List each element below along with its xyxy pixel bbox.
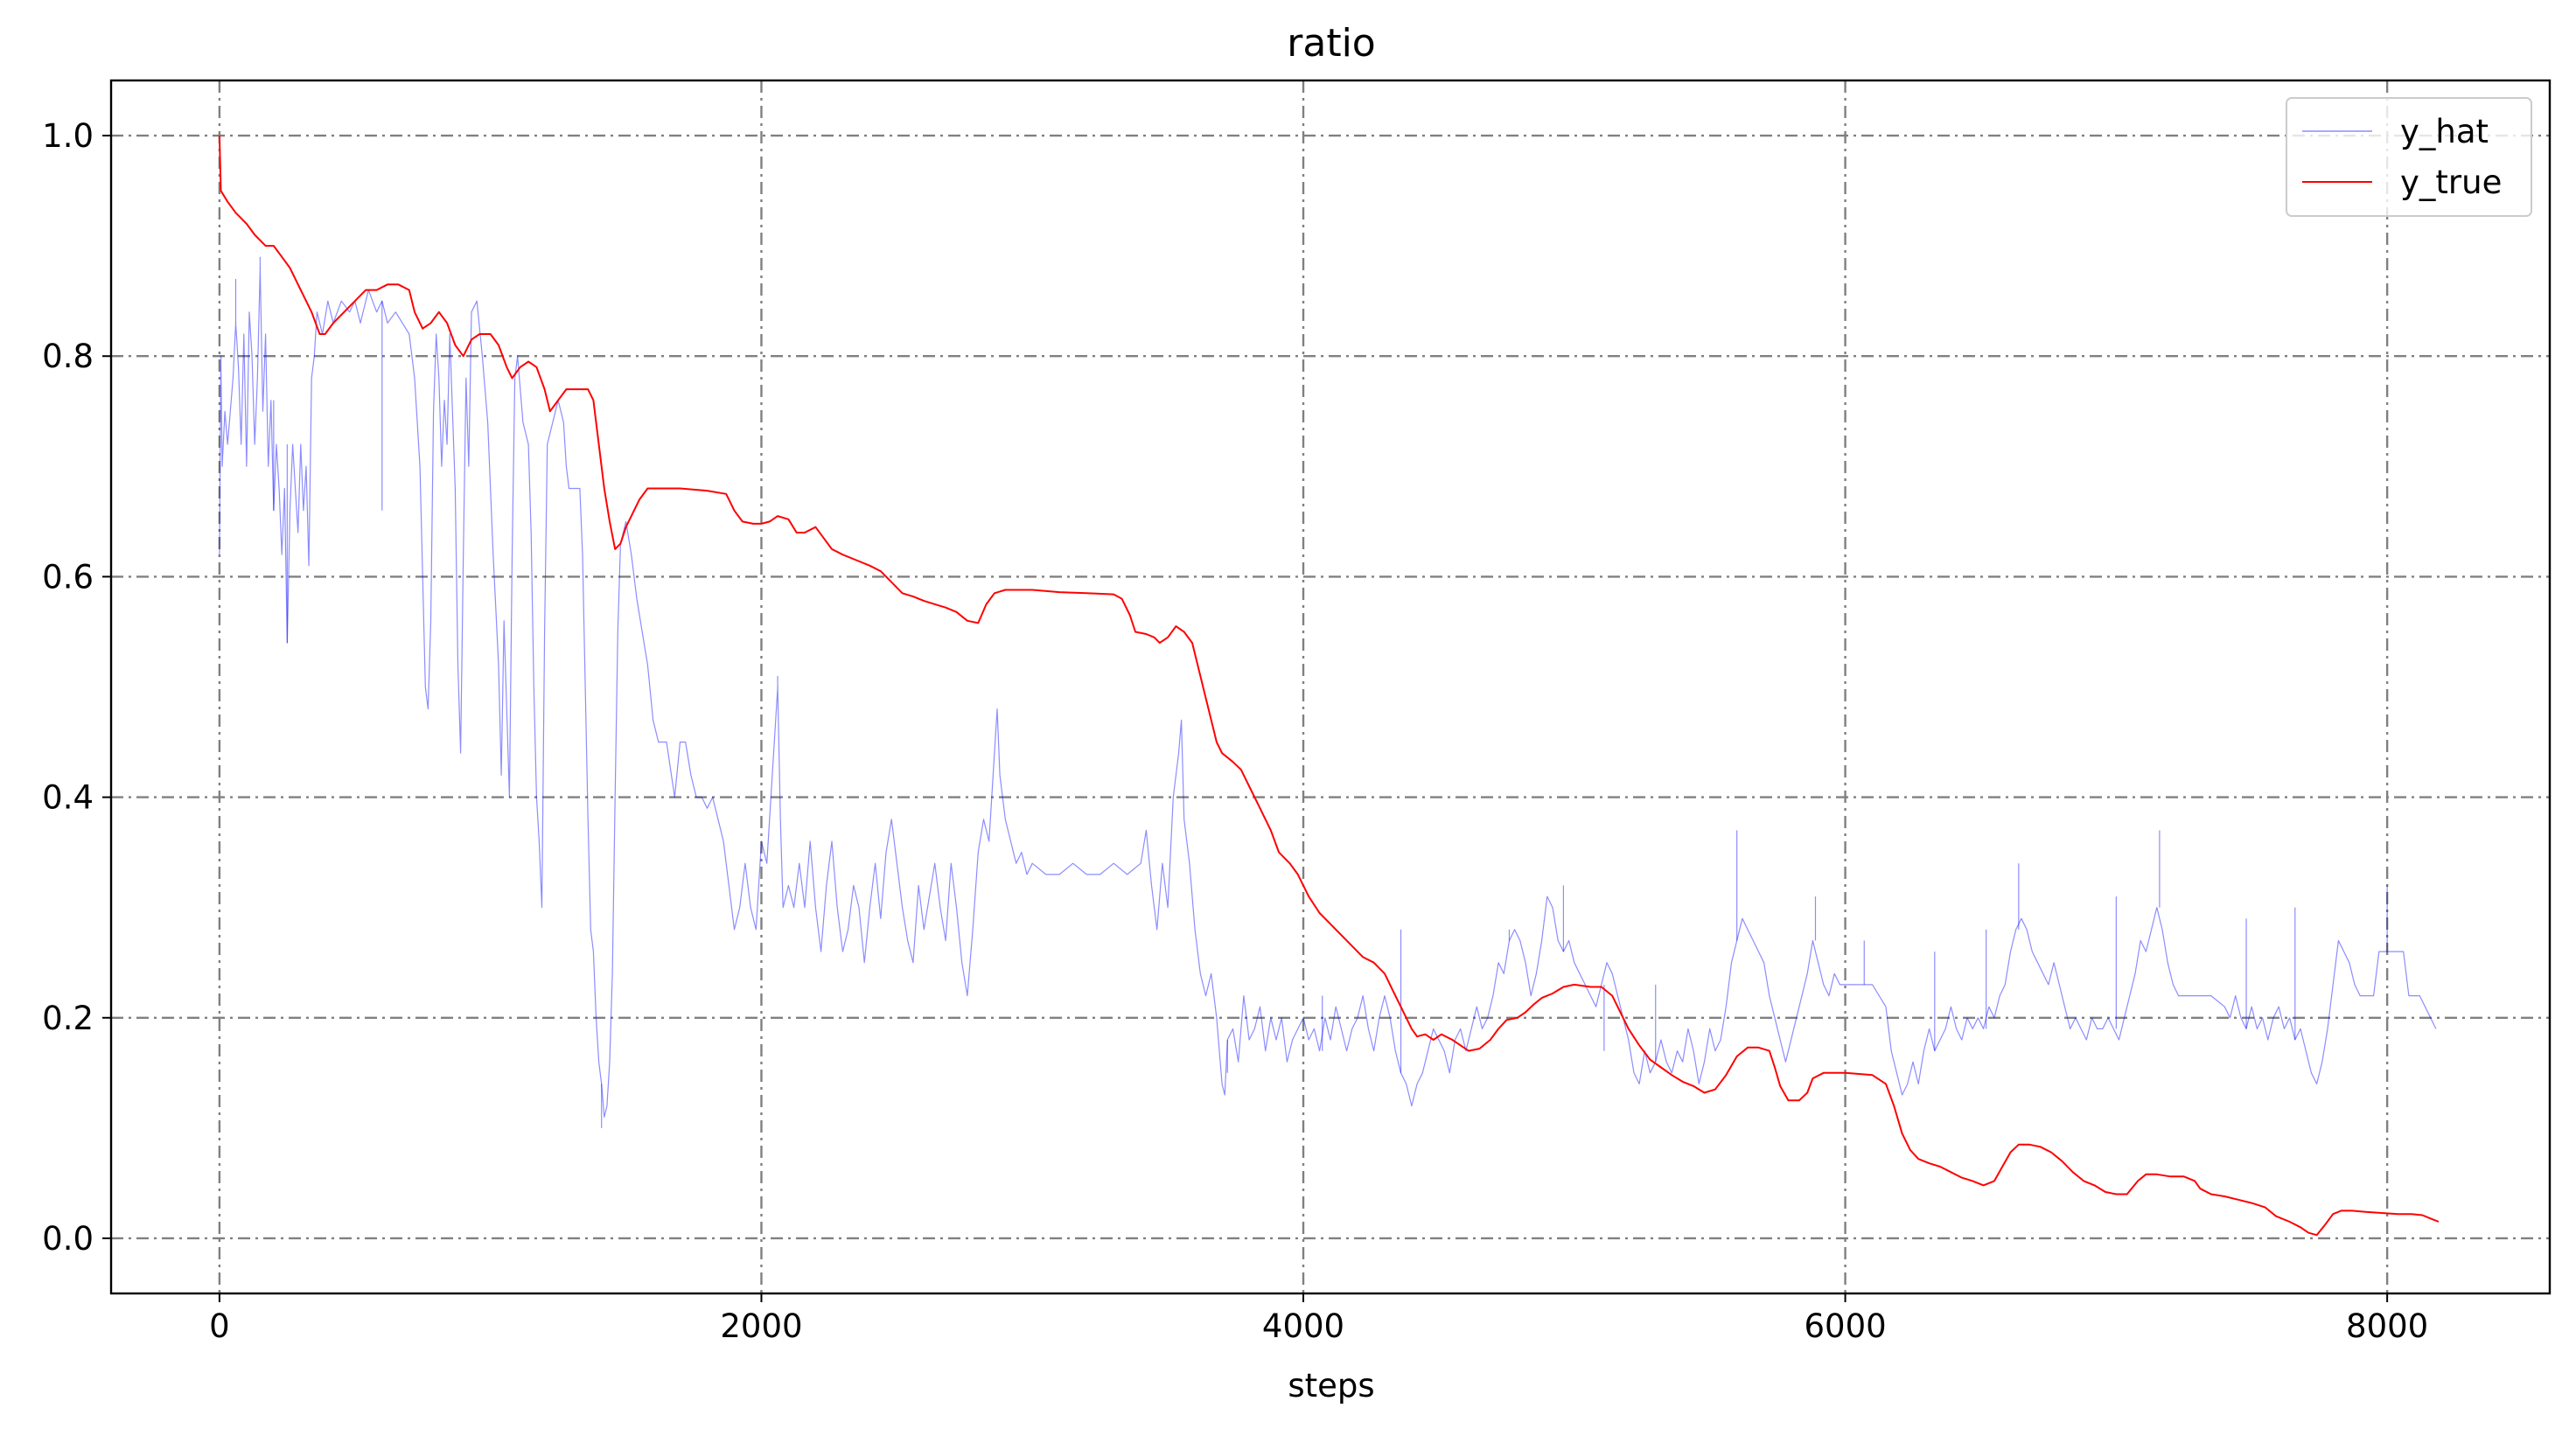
y-axis: 0.0 0.2 0.4 0.6 0.8 1.0 (42, 117, 111, 1258)
series-line-y-hat (219, 267, 2437, 1118)
legend-label-y-true: y_true (2400, 164, 2502, 201)
chart-title: ratio (1287, 21, 1375, 66)
legend-box (2286, 97, 2532, 217)
y-tick-label: 0.8 (42, 338, 94, 375)
legend-label-y-hat: y_hat (2400, 113, 2489, 150)
y-tick-label: 1.0 (42, 117, 94, 155)
x-tick-label: 4000 (1262, 1307, 1344, 1345)
grid-lines (111, 80, 2550, 1293)
x-tick-label: 2000 (720, 1307, 802, 1345)
legend: y_hat y_true (2286, 97, 2532, 217)
x-axis: 0 2000 4000 6000 8000 (209, 1293, 2428, 1345)
x-tick-label: 6000 (1804, 1307, 1886, 1345)
y-tick-label: 0.6 (42, 558, 94, 596)
y-tick-label: 0.0 (42, 1220, 94, 1258)
y-tick-label: 0.2 (42, 1000, 94, 1037)
x-axis-label: steps (1288, 1367, 1374, 1405)
y-tick-label: 0.4 (42, 779, 94, 817)
x-tick-label: 0 (209, 1307, 230, 1345)
series-layer (218, 135, 2440, 1237)
plot-area-frame (109, 79, 2552, 1295)
series-line-y-true (218, 135, 2440, 1237)
x-tick-label: 8000 (2346, 1307, 2428, 1345)
